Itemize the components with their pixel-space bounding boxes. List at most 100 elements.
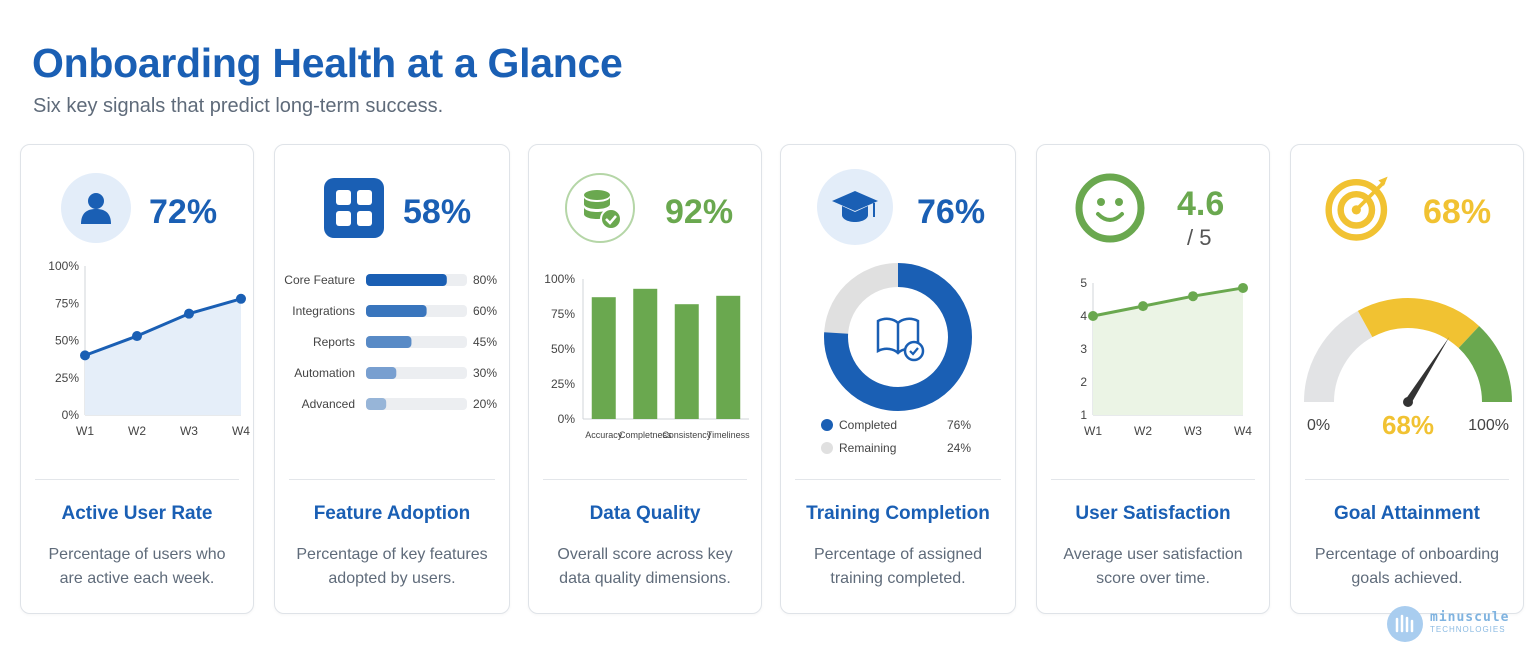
bar	[366, 274, 447, 286]
bar	[591, 297, 616, 419]
legend-swatch	[821, 419, 833, 431]
category-label: Reports	[313, 335, 355, 349]
x-tick-label: W4	[1234, 424, 1252, 438]
gauge-hub	[1403, 397, 1413, 407]
y-tick-label: 100%	[48, 259, 79, 273]
donut-slice-completed	[824, 263, 972, 411]
bar	[366, 398, 387, 410]
bar-track	[366, 398, 467, 410]
area-fill	[1093, 287, 1243, 415]
x-tick-label: W2	[1134, 424, 1152, 438]
x-tick-label: Consistency	[662, 430, 712, 440]
y-tick-label: 50%	[55, 334, 79, 348]
gauge-value-label: 68%	[1382, 410, 1434, 440]
user-icon	[61, 173, 131, 243]
x-tick-label: W1	[1084, 424, 1102, 438]
data-point	[183, 308, 194, 319]
data-quality-card: 92% 0% 25% 50% 75% 100% Accuracy Completness Co…	[528, 144, 762, 614]
card-description: Percentage of assigned training complete…	[813, 546, 983, 587]
bar	[366, 336, 412, 348]
bar	[716, 295, 741, 419]
card-description: Overall score across key data quality di…	[557, 546, 733, 587]
card-title: Training Completion	[806, 503, 990, 524]
y-tick-label: 3	[1080, 342, 1087, 356]
series-line	[1092, 286, 1244, 318]
card-title: User Satisfaction	[1075, 503, 1231, 524]
y-tick-label: 100%	[544, 272, 575, 286]
legend-label: Remaining	[839, 441, 896, 455]
value-label: 60%	[473, 304, 497, 318]
x-tick-label: W4	[232, 424, 250, 438]
data-point	[1237, 282, 1248, 293]
x-tick-label: W3	[1184, 424, 1202, 438]
chart-user-satisfaction: 1 2 3 4 5 W1 W2 W3 W4	[1037, 257, 1269, 472]
page-subtitle: Six key signals that predict long-term s…	[33, 95, 444, 117]
area-fill	[85, 298, 241, 415]
card-title: Feature Adoption	[313, 503, 471, 524]
value-label: 30%	[473, 366, 497, 380]
metric-value: 76%	[917, 193, 986, 231]
data-point	[235, 293, 246, 304]
feature-adoption-card: 58% Core Feature 80% Integrations 60% Report…	[274, 144, 510, 614]
category-label: Integrations	[292, 304, 355, 318]
chart-goal-attainment: 0% 100% 68%	[1291, 257, 1523, 472]
grid-icon	[319, 173, 389, 243]
active-user-rate-card: 72% 0% 25% 50% 75% 100% W1 W2 W3 W4 Active User …	[20, 144, 254, 614]
category-label: Advanced	[302, 397, 355, 411]
y-tick-label: 2	[1080, 375, 1087, 389]
x-tick-label: W1	[76, 424, 94, 438]
gauge-min-label: 0%	[1307, 417, 1330, 434]
divider	[543, 479, 747, 480]
category-label: Core Feature	[284, 273, 355, 287]
training-completion-card: 76% Completed 76% Remaining 24% Training Co…	[780, 144, 1016, 614]
graduation-cap-icon	[817, 169, 893, 245]
gauge-segment-low	[1304, 310, 1373, 403]
bar	[633, 288, 658, 419]
chart-active-users: 0% 25% 50% 75% 100% W1 W2 W3 W4	[21, 257, 253, 472]
bar	[366, 305, 427, 317]
x-tick-label: Accuracy	[585, 430, 623, 440]
divider	[1305, 479, 1509, 480]
logo-icon	[1387, 606, 1423, 642]
y-tick-label: 75%	[551, 307, 575, 321]
legend-value: 24%	[947, 441, 971, 455]
legend-value: 76%	[947, 418, 971, 432]
data-point	[1088, 311, 1099, 321]
data-point	[80, 350, 91, 361]
x-tick-label: W2	[128, 424, 146, 438]
card-description: Average user satisfaction score over tim…	[1063, 546, 1243, 587]
user-satisfaction-card: 4.6 / 5 1 2 3 4 5 W1 W2 W3 W4 User Satisfaction …	[1036, 144, 1270, 614]
y-tick-label: 25%	[55, 371, 79, 385]
value-label: 20%	[473, 397, 497, 411]
metric-scale: / 5	[1187, 225, 1212, 250]
y-tick-label: 5	[1080, 276, 1087, 290]
bar	[674, 304, 699, 419]
metric-value: 58%	[403, 193, 472, 231]
chart-data-quality: 0% 25% 50% 75% 100% Accuracy Completness Consis…	[529, 257, 761, 472]
x-tick-label: Completness	[619, 430, 672, 440]
metric-value: 4.6	[1177, 185, 1225, 223]
page-title: Onboarding Health at a Glance	[32, 40, 623, 86]
target-icon	[1325, 173, 1395, 243]
divider	[1051, 479, 1255, 480]
company-logo: minuscule TECHNOLOGIES	[1386, 604, 1509, 644]
y-tick-label: 75%	[55, 296, 79, 310]
legend-label: Completed	[839, 418, 897, 432]
data-point	[1138, 301, 1149, 312]
card-title: Goal Attainment	[1333, 503, 1481, 524]
gauge-segment-mid	[1357, 298, 1480, 349]
y-tick-label: 1	[1080, 408, 1087, 422]
metric-value: 68%	[1423, 193, 1492, 231]
value-label: 80%	[473, 273, 497, 287]
metric-value: 72%	[149, 193, 218, 231]
chart-feature-adoption: Core Feature 80% Integrations 60% Reports 45%…	[275, 257, 509, 472]
value-label: 45%	[473, 335, 497, 349]
divider	[35, 479, 239, 480]
y-tick-label: 0%	[558, 412, 576, 426]
database-check-icon	[565, 173, 635, 243]
series-line	[84, 297, 242, 357]
goal-attainment-card: 68% 0% 100% 68% Goal Attainment Percentage…	[1290, 144, 1524, 614]
divider	[289, 479, 495, 480]
y-tick-label: 4	[1080, 309, 1087, 323]
y-tick-label: 0%	[62, 408, 80, 422]
